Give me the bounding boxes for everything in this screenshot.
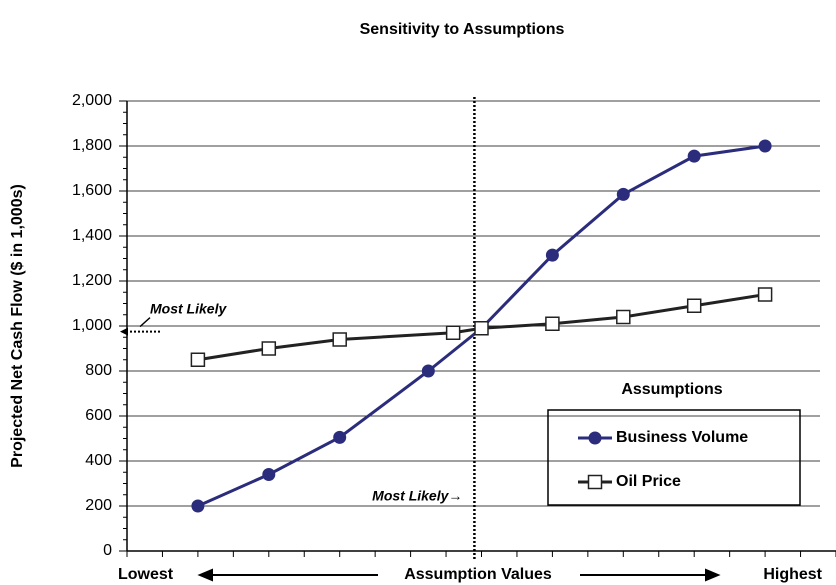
y-tick-label: 1,400	[72, 227, 112, 244]
point	[421, 364, 435, 378]
point	[757, 287, 773, 302]
y-tick-label: 0	[103, 542, 112, 559]
chart-title: Sensitivity to Assumptions	[360, 21, 565, 38]
point	[545, 248, 559, 262]
y-tick-label: 1,200	[72, 272, 112, 289]
point	[687, 149, 701, 163]
x-label-left: Lowest	[118, 566, 174, 583]
ref-arrow-y-tail	[139, 317, 151, 328]
y-tick-label: 200	[85, 497, 112, 514]
point	[616, 187, 630, 201]
y-tick-label: 400	[85, 452, 112, 469]
point	[545, 316, 560, 331]
x-label-center: Assumption Values	[404, 566, 552, 583]
point	[191, 499, 205, 513]
legend-title: Assumptions	[621, 381, 722, 398]
point	[190, 352, 206, 367]
x-arrows	[197, 568, 721, 582]
y-tick-label: 1,000	[72, 317, 112, 334]
point	[445, 325, 461, 340]
legend-label: Business Volume	[616, 429, 748, 446]
point	[333, 430, 347, 444]
legend-marker	[587, 474, 603, 490]
annotation: Most Likely	[150, 300, 227, 316]
x-label-right: Highest	[763, 566, 822, 583]
y-axis-label: Projected Net Cash Flow ($ in 1,000s)	[9, 184, 26, 468]
point	[616, 309, 631, 325]
ref-arrow-y	[120, 327, 128, 336]
y-tick-label: 2,000	[72, 92, 112, 109]
y-tick-label: 1,800	[72, 137, 112, 154]
y-tick-label: 1,600	[72, 182, 112, 199]
point	[332, 332, 347, 347]
point	[474, 321, 489, 336]
legend-label: Oil Price	[616, 473, 681, 490]
annotation: Most Likely→	[372, 488, 462, 504]
point	[262, 468, 276, 481]
point	[261, 341, 277, 356]
legend-box	[547, 409, 801, 506]
point	[758, 139, 772, 153]
y-tick-label: 600	[85, 407, 112, 424]
y-tick-label: 800	[85, 362, 112, 379]
point	[686, 298, 702, 313]
legend-marker	[588, 431, 602, 445]
